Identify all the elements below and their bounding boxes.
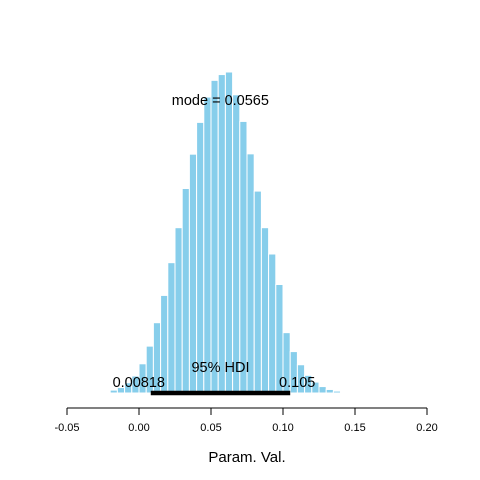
x-tick-label: 0.15 (344, 422, 365, 434)
x-tick-label: -0.05 (54, 422, 79, 434)
histogram-bar (268, 253, 277, 394)
histogram-bar (232, 94, 241, 394)
histogram-bar (332, 390, 342, 394)
x-axis: -0.05 0.00 0.05 0.10 0.15 0.20 (54, 407, 438, 434)
histogram-bar (260, 227, 270, 394)
x-tick-label: 0.05 (200, 422, 221, 434)
histogram-bar (318, 386, 327, 394)
histogram-bar (325, 388, 334, 394)
histogram-bar (217, 74, 226, 394)
x-axis-ticks: -0.05 0.00 0.05 0.10 0.15 0.20 (54, 408, 438, 434)
x-tick-label: 0.10 (272, 422, 293, 434)
histogram-bar (174, 227, 183, 394)
histogram-bar (196, 121, 205, 394)
histogram-bar (188, 153, 198, 394)
histogram-bar (340, 391, 349, 394)
histogram-bar (253, 190, 262, 394)
histogram-bar (239, 120, 248, 394)
histogram-bar (210, 79, 219, 394)
hdi-low-label: 0.00818 (113, 375, 165, 391)
histogram-bar (203, 96, 212, 394)
histogram-bars (109, 71, 349, 394)
histogram-bar (246, 153, 255, 394)
x-tick-label: 0.20 (416, 422, 437, 434)
hdi-label: 95% HDI (191, 360, 249, 376)
mode-annotation: mode = 0.0565 (172, 93, 269, 109)
histogram-bar (224, 71, 234, 394)
x-axis-label: Param. Val. (208, 449, 285, 466)
histogram-bar (181, 188, 190, 394)
histogram-bar (167, 262, 176, 394)
hdi-high-label: 0.105 (279, 375, 315, 391)
x-tick-label: 0.00 (128, 422, 149, 434)
